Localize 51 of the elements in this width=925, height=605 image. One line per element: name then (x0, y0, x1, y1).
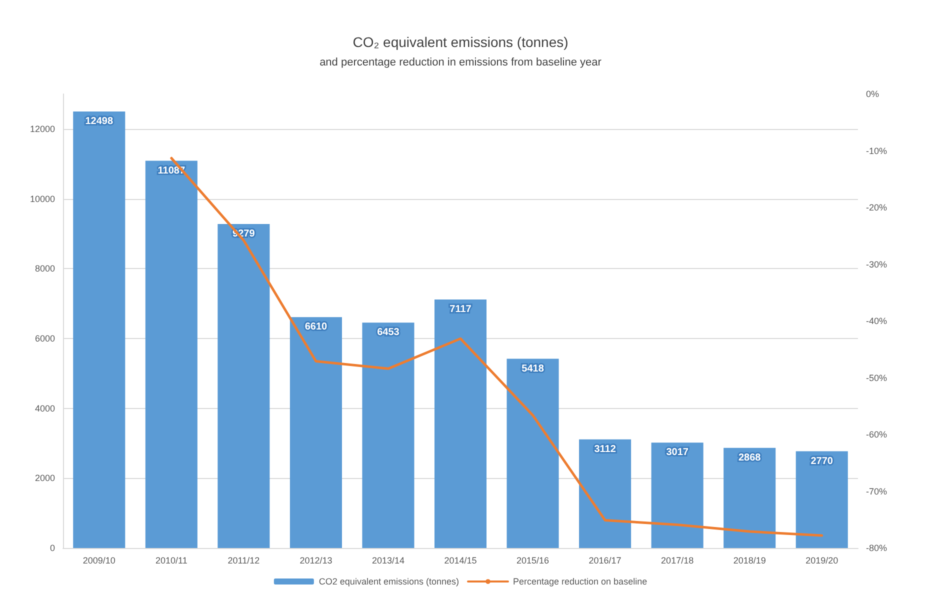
data-label: 6610 (304, 322, 328, 333)
x-tick-label: 2015/16 (516, 556, 550, 566)
bar (145, 160, 198, 548)
y2-tick-label: -10% (866, 146, 888, 156)
bar (651, 442, 704, 548)
x-tick-label: 2011/12 (228, 556, 260, 566)
y2-tick-label: -30% (866, 259, 888, 270)
y-tick-label: 6000 (34, 333, 55, 344)
bar (506, 358, 559, 548)
y2-tick-label: -50% (866, 372, 888, 383)
y-tick-label: 12000 (30, 124, 55, 134)
bar (218, 224, 270, 548)
x-tick-label: 2018/19 (733, 556, 766, 566)
x-tick-label: 2013/14 (372, 556, 404, 566)
legend-label: CO2 equivalent emissions (tonnes) (318, 576, 459, 586)
bar (290, 317, 342, 548)
data-label: 5418 (522, 363, 544, 374)
data-label: 7117 (450, 304, 472, 315)
y2-tick-label: -70% (866, 486, 888, 496)
bar (362, 322, 414, 548)
chart-title: CO₂ equivalent emissions (tonnes) (352, 34, 568, 50)
data-label: 12498 (85, 116, 114, 128)
y-tick-label: 8000 (34, 264, 55, 274)
y2-tick-label: -80% (866, 543, 888, 553)
data-label: 3112 (594, 444, 616, 455)
x-tick-label: 2010/11 (155, 556, 188, 566)
y-tick-label: 2000 (34, 473, 55, 484)
legend-label: Percentage reduction on baseline (512, 576, 648, 586)
data-label: 3017 (666, 447, 689, 458)
x-tick-label: 2012/13 (300, 556, 332, 566)
x-tick-label: 2014/15 (444, 556, 477, 566)
bar (73, 112, 126, 548)
chart-subtitle: and percentage reduction in emissions from baseline year (320, 56, 602, 68)
x-tick-label: 2019/20 (806, 556, 838, 566)
y-tick-label: 10000 (30, 194, 55, 204)
data-label: 2770 (810, 456, 834, 467)
x-tick-label: 2017/18 (661, 556, 694, 566)
bar (796, 451, 848, 548)
x-tick-label: 2009/10 (82, 556, 116, 566)
data-label: 6453 (377, 327, 400, 338)
y2-tick-label: -40% (866, 316, 888, 326)
y-tick-label: 0 (50, 543, 55, 553)
bar (579, 439, 632, 548)
y2-tick-label: -20% (866, 202, 888, 212)
y2-tick-label: -60% (866, 430, 888, 440)
y2-tick-label: 0% (866, 89, 880, 99)
bar (724, 448, 776, 548)
bar (434, 299, 487, 548)
y-tick-label: 4000 (34, 403, 55, 414)
x-tick-label: 2016/17 (588, 556, 622, 566)
data-label: 2868 (738, 452, 762, 464)
